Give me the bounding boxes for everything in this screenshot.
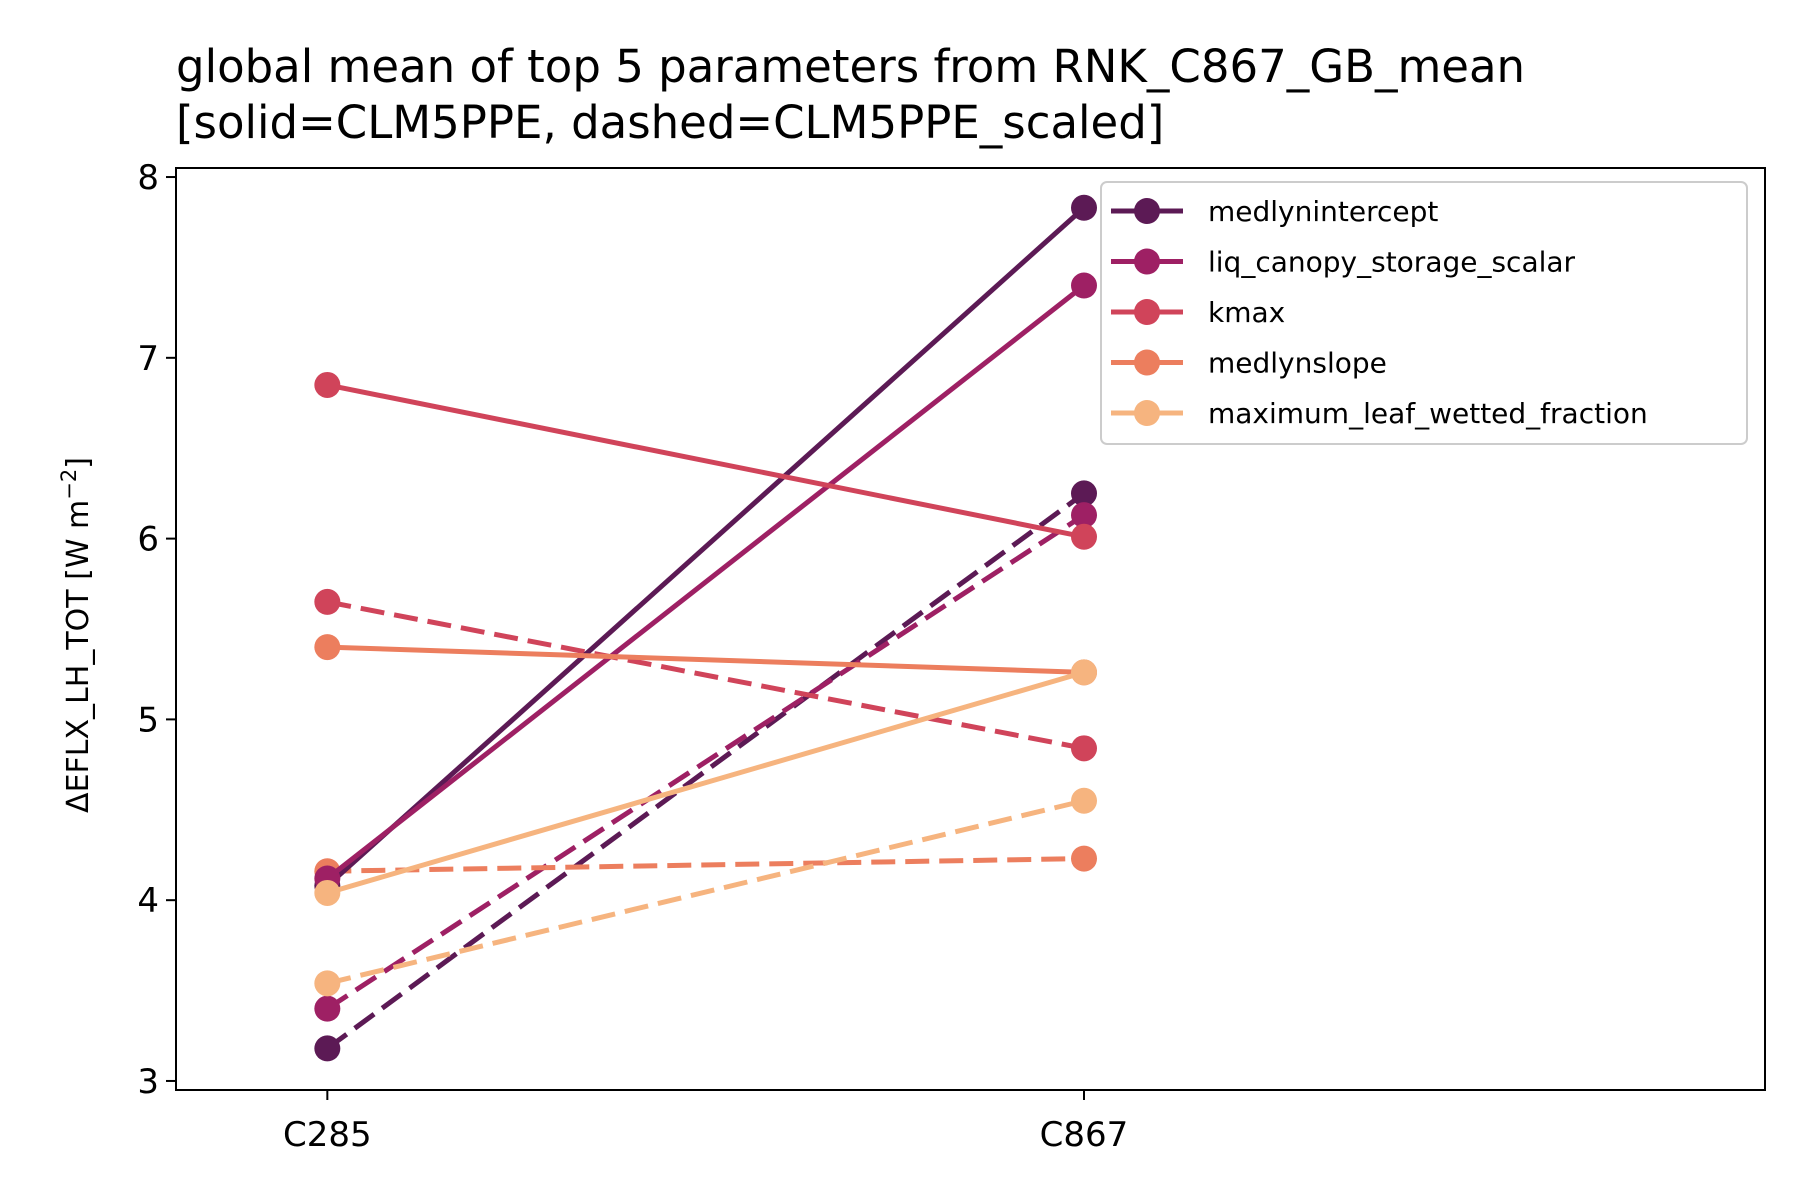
point-maximum_leaf_wetted_fraction-dashed-C867	[1071, 787, 1097, 814]
line-kmax-dashed	[326, 599, 1085, 751]
line-medlynslope-dashed	[327, 856, 1085, 874]
y-tick-label-1: 4	[137, 881, 159, 921]
series-liq_canopy_storage_scalar-solid	[314, 272, 1097, 892]
x-tick-label-1: C867	[1040, 1115, 1129, 1155]
line-liq_canopy_storage_scalar-solid	[325, 283, 1086, 881]
legend-label-1: liq_canopy_storage_scalar	[1208, 246, 1576, 279]
y-tick-label-3: 6	[137, 520, 159, 560]
series-medlynintercept-solid	[314, 194, 1097, 899]
chart-title-line-1: global mean of top 5 parameters from RNK…	[176, 40, 1525, 93]
legend-swatch-marker-0	[1134, 198, 1160, 224]
point-kmax-solid-C867	[1071, 523, 1097, 550]
y-tick-label-5: 8	[137, 158, 159, 198]
legend-entry-maximum_leaf_wetted_fraction: maximum_leaf_wetted_fraction	[1111, 397, 1648, 430]
legend-swatch-marker-3	[1134, 349, 1160, 376]
legend-entry-medlynintercept: medlynintercept	[1111, 195, 1438, 228]
point-maximum_leaf_wetted_fraction-solid-C867	[1071, 659, 1097, 686]
x-axis-ticks: C285 C867	[283, 1090, 1128, 1155]
point-kmax-dashed-C867	[1071, 735, 1097, 762]
legend-swatch-marker-2	[1134, 299, 1160, 325]
series-liq_canopy_storage_scalar-dashed	[314, 502, 1097, 1022]
y-tick-label-2: 5	[137, 700, 159, 740]
y-axis-label-main: ΔEFLX_LH_TOT [W m	[61, 500, 96, 813]
y-tick-label-0: 3	[137, 1062, 159, 1102]
point-medlynintercept-dashed-C285	[314, 1035, 341, 1062]
y-tick-label-4: 7	[137, 339, 159, 379]
point-maximum_leaf_wetted_fraction-dashed-C285	[314, 970, 341, 997]
y-axis-label-superscript: −2	[57, 469, 81, 500]
series-maximum_leaf_wetted_fraction-solid	[314, 659, 1097, 906]
point-liq_canopy_storage_scalar-solid-C867	[1071, 272, 1097, 299]
legend-box	[1100, 181, 1748, 445]
point-medlynslope-solid-C285	[314, 634, 341, 661]
line-kmax-solid	[326, 382, 1085, 540]
line-medlynintercept-solid	[325, 205, 1086, 888]
point-liq_canopy_storage_scalar-dashed-C867	[1071, 502, 1097, 529]
series-kmax-solid	[314, 371, 1097, 550]
x-tick-label-0: C285	[283, 1115, 372, 1155]
chart-title: global mean of top 5 parameters from RNK…	[176, 40, 1525, 149]
series-kmax-dashed	[314, 588, 1097, 762]
line-medlynintercept-dashed	[325, 491, 1086, 1051]
y-axis-ticks: 3 4 5 6 7 8	[137, 158, 176, 1102]
legend-entry-kmax: kmax	[1111, 296, 1285, 329]
series-medlynslope-solid	[314, 634, 1097, 686]
line-medlynslope-solid	[327, 644, 1085, 675]
line-maximum_leaf_wetted_fraction-dashed	[326, 798, 1085, 986]
point-kmax-solid-C285	[314, 371, 341, 398]
series-medlynintercept-dashed	[314, 480, 1097, 1062]
point-kmax-dashed-C285	[314, 588, 341, 615]
y-axis-label: ΔEFLX_LH_TOT [W m−2]	[57, 457, 96, 813]
point-liq_canopy_storage_scalar-dashed-C285	[314, 995, 341, 1022]
legend-label-4: maximum_leaf_wetted_fraction	[1208, 397, 1648, 430]
legend-label-2: kmax	[1208, 296, 1285, 329]
line-maximum_leaf_wetted_fraction-solid	[326, 669, 1085, 896]
legend-entry-liq_canopy_storage_scalar: liq_canopy_storage_scalar	[1111, 246, 1576, 279]
legend-entries: medlynintercept liq_canopy_storage_scalar…	[1111, 195, 1648, 430]
plot-frame	[175, 167, 1766, 1091]
legend: medlynintercept liq_canopy_storage_scalar…	[1100, 181, 1748, 445]
legend-swatch-marker-4	[1134, 400, 1160, 426]
legend-label-3: medlynslope	[1208, 347, 1387, 380]
point-medlynslope-dashed-C867	[1071, 845, 1097, 872]
chart-title-line-2: [solid=CLM5PPE, dashed=CLM5PPE_scaled]	[176, 96, 1164, 149]
point-medlynintercept-solid-C867	[1071, 194, 1097, 221]
line-liq_canopy_storage_scalar-dashed	[325, 513, 1086, 1011]
point-medlynintercept-dashed-C867	[1071, 480, 1097, 507]
legend-label-0: medlynintercept	[1208, 195, 1438, 228]
legend-entry-medlynslope: medlynslope	[1111, 347, 1387, 380]
y-axis-label-end: ]	[61, 457, 96, 469]
series-layer	[314, 194, 1097, 1062]
series-maximum_leaf_wetted_fraction-dashed	[314, 787, 1097, 997]
point-maximum_leaf_wetted_fraction-solid-C285	[314, 879, 341, 906]
legend-swatch-marker-1	[1134, 248, 1160, 275]
